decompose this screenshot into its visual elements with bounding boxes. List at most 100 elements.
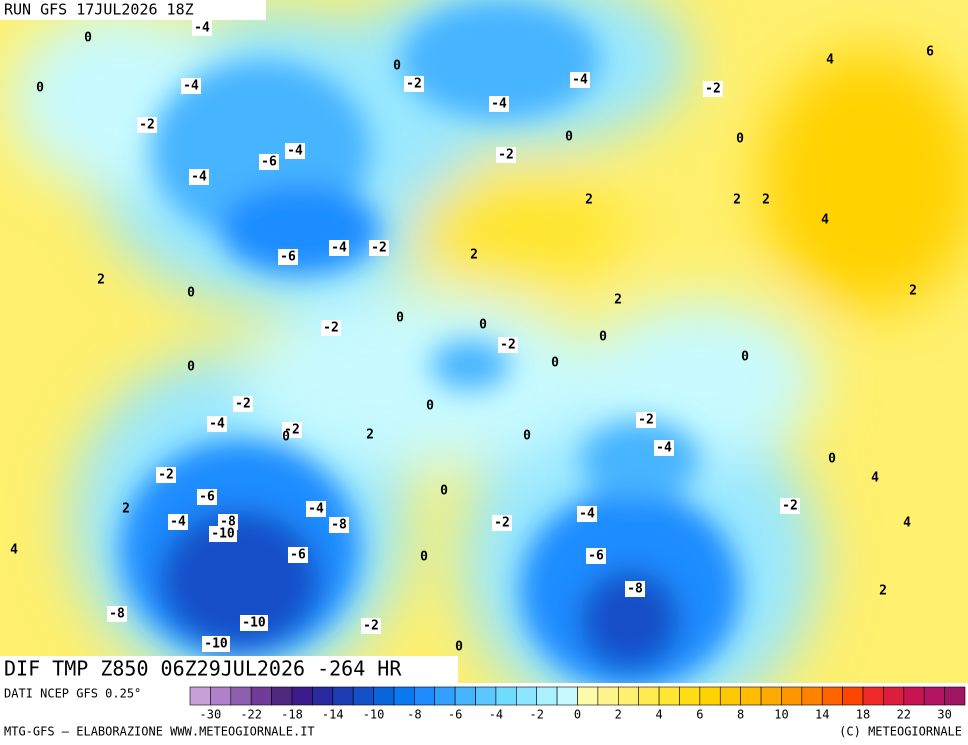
label-box: [189, 169, 209, 185]
label-box: [137, 117, 157, 133]
colorbar-label: -8: [407, 708, 421, 722]
label-box: [361, 618, 381, 634]
colorbar-swatch: [414, 686, 436, 706]
source-label: DATI NCEP GFS 0.25°: [4, 687, 141, 701]
contour-label: 2: [762, 193, 770, 208]
colorbar-swatch: [760, 686, 782, 706]
colorbar-label: -22: [240, 708, 262, 722]
contour-label: 4: [821, 213, 829, 228]
colorbar-swatch: [475, 686, 497, 706]
contour-label: 0: [551, 356, 559, 371]
colorbar-swatch: [210, 686, 232, 706]
contour-label: 2: [122, 502, 130, 517]
colorbar-swatch: [536, 686, 558, 706]
contour-label: -8: [109, 607, 125, 622]
contour-label: 4: [903, 516, 911, 531]
contour-label: 0: [396, 311, 404, 326]
label-box: [233, 396, 253, 412]
contour-label: 0: [828, 452, 836, 467]
contour-label: -2: [638, 413, 654, 428]
colorbar-swatch: [740, 686, 762, 706]
contour-label: 0: [523, 429, 531, 444]
colorbar-label: -2: [529, 708, 543, 722]
label-box: [306, 501, 326, 517]
contour-label: -4: [287, 144, 303, 159]
colorbar-swatch: [638, 686, 660, 706]
contour-label: -2: [139, 118, 155, 133]
contour-label: 2: [909, 284, 917, 299]
contour-label: -2: [406, 77, 422, 92]
contour-label: -6: [280, 250, 296, 265]
label-box: [492, 515, 512, 531]
colorbar-swatch: [923, 686, 945, 706]
contour-label: 2: [470, 248, 478, 263]
contour-label: -2: [323, 321, 339, 336]
title-box: [0, 656, 458, 683]
label-box: [625, 581, 645, 597]
colorbar-swatch: [658, 686, 680, 706]
contour-label: 2: [97, 273, 105, 288]
colorbar-swatch: [577, 686, 599, 706]
product-title: DIF TMP Z850 06Z29JUL2026 -264 HR: [4, 657, 402, 681]
contour-label: 0: [455, 640, 463, 655]
colorbar-swatch: [312, 686, 334, 706]
colorbar-swatch: [944, 686, 966, 706]
contour-label: -4: [308, 502, 324, 517]
colorbar-label: 22: [897, 708, 911, 722]
contour-label: 0: [479, 318, 487, 333]
contour-label: 2: [366, 428, 374, 443]
colorbar-label: 18: [856, 708, 870, 722]
colorbar-label: 0: [574, 708, 581, 722]
label-box: [288, 547, 308, 563]
contour-label: 4: [10, 543, 18, 558]
contour-label: -10: [211, 527, 235, 542]
contour-label: -2: [782, 499, 798, 514]
contour-label: -4: [579, 507, 595, 522]
label-box: [654, 440, 674, 456]
contour-label: -4: [170, 515, 186, 530]
label-box: [156, 467, 176, 483]
label-box: [498, 337, 518, 353]
contour-label: -2: [494, 516, 510, 531]
contour-label: 2: [614, 293, 622, 308]
contour-label: -6: [290, 548, 306, 563]
label-box: [703, 81, 723, 97]
contour-label: -6: [588, 549, 604, 564]
label-box: [404, 76, 424, 92]
label-box: [321, 320, 341, 336]
colorbar-label: 8: [737, 708, 744, 722]
colorbar-label: 6: [696, 708, 703, 722]
contour-label: -2: [500, 338, 516, 353]
label-box: [586, 548, 606, 564]
colorbar-swatch: [434, 686, 456, 706]
header-box: [0, 0, 266, 20]
contour-label: 0: [187, 286, 195, 301]
contour-label: -6: [261, 155, 277, 170]
contour-label: -4: [191, 170, 207, 185]
contour-label: 0: [282, 430, 290, 445]
label-box: [240, 615, 268, 631]
colorbar-swatch: [393, 686, 415, 706]
contour-label: -4: [656, 441, 672, 456]
colorbar-swatch: [597, 686, 619, 706]
label-box: [577, 506, 597, 522]
contour-label: -4: [572, 73, 588, 88]
label-box: [197, 489, 217, 505]
label-box: [168, 514, 188, 530]
colorbar-label: 4: [655, 708, 662, 722]
colorbar-swatch: [250, 686, 272, 706]
colorbar-label: -30: [200, 708, 222, 722]
label-box: [285, 143, 305, 159]
colorbar-swatch: [352, 686, 374, 706]
label-box: [329, 517, 349, 533]
colorbar-label: -18: [281, 708, 303, 722]
contour-label: 0: [426, 399, 434, 414]
contour-label: -6: [199, 490, 215, 505]
contour-label: -2: [371, 241, 387, 256]
contour-label: -2: [498, 148, 514, 163]
colorbar-label: 10: [774, 708, 788, 722]
colorbar-swatch: [516, 686, 538, 706]
label-box: [369, 240, 389, 256]
